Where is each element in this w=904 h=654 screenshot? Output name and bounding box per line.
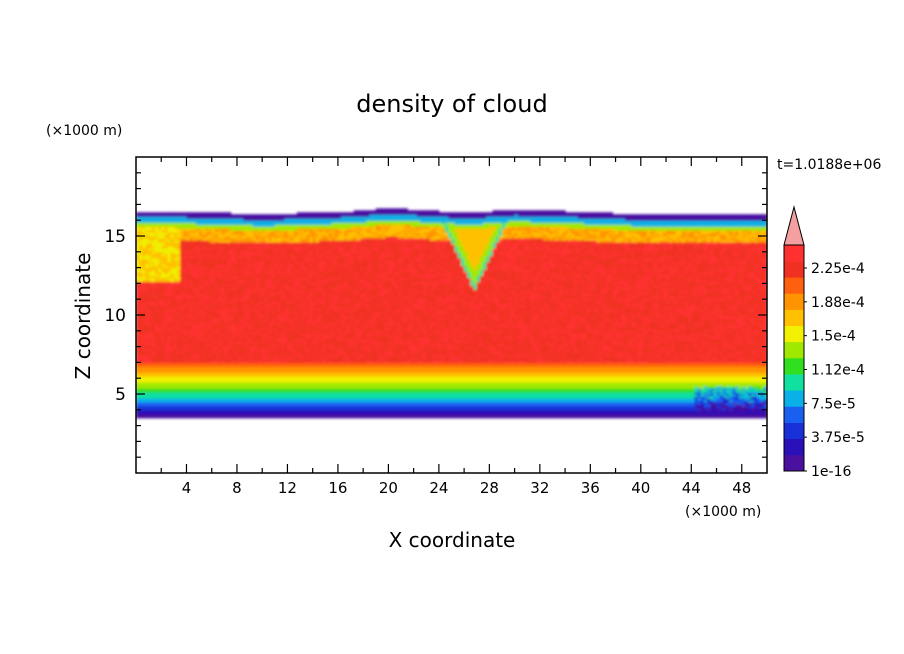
y-unit-label: (×1000 m) (46, 123, 122, 139)
cloud-density-field (136, 208, 768, 418)
chart-title: density of cloud (356, 90, 547, 118)
time-label: t=1.0188e+06 (777, 157, 881, 173)
